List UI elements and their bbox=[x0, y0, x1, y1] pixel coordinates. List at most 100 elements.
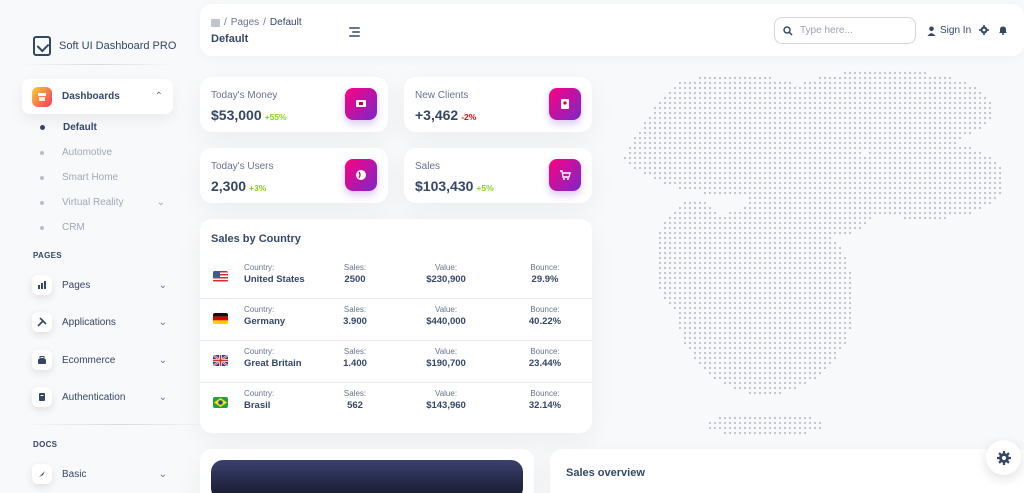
sidebar-subitem-default[interactable]: Default bbox=[40, 122, 165, 133]
stat-label: New Clients bbox=[415, 90, 469, 101]
breadcrumb-pages[interactable]: Pages bbox=[230, 17, 260, 28]
stat-label: Today's Users bbox=[211, 161, 274, 172]
sidebar-subitem-virtual-reality[interactable]: Virtual Reality ⌄ bbox=[40, 197, 165, 208]
stat-delta: +5% bbox=[476, 183, 494, 193]
sales-cell: Sales: 2500 bbox=[343, 263, 367, 285]
sidebar-item-applications[interactable]: Applications ⌄ bbox=[32, 312, 167, 332]
home-icon[interactable] bbox=[211, 18, 220, 27]
sidebar-item-label: Ecommerce bbox=[62, 354, 116, 366]
breadcrumb-current: Default bbox=[269, 17, 302, 28]
country-cell: Country: Germany bbox=[244, 305, 286, 327]
stat-label: Today's Money bbox=[211, 90, 278, 101]
globe-icon bbox=[345, 159, 377, 191]
dark-chart-panel bbox=[211, 460, 523, 493]
section-heading-pages: PAGES bbox=[33, 251, 62, 260]
bar-chart-icon bbox=[32, 275, 52, 295]
sidebar-subitem-automotive[interactable]: Automotive bbox=[40, 147, 165, 158]
gear-icon bbox=[996, 450, 1011, 465]
menu-toggle-icon[interactable] bbox=[349, 27, 360, 39]
logo-icon bbox=[33, 36, 51, 56]
divider bbox=[22, 424, 217, 425]
table-row: Country: Great Britain Sales: 1.400 Value:… bbox=[200, 341, 592, 383]
sidebar-item-dashboards[interactable]: Dashboards ⌃ bbox=[22, 79, 173, 114]
stat-card-sales: Sales $103,430 +5% bbox=[404, 148, 592, 203]
stat-value: 2,300 +3% bbox=[211, 178, 267, 194]
breadcrumb-separator: / bbox=[263, 17, 266, 28]
stat-delta: +3% bbox=[249, 183, 267, 193]
brand-name: Soft UI Dashboard PRO bbox=[59, 40, 177, 52]
bullet-icon bbox=[40, 200, 44, 205]
sales-cell: Sales: 1.400 bbox=[343, 347, 367, 369]
gb-flag-icon bbox=[213, 355, 228, 366]
sidebar-item-ecommerce[interactable]: Ecommerce ⌄ bbox=[32, 350, 167, 370]
basket-icon bbox=[32, 350, 52, 370]
country-cell: Country: Brasil bbox=[244, 389, 275, 411]
table-row: Country: United States Sales: 2500 Value: $… bbox=[200, 257, 592, 299]
sign-in-link[interactable]: Sign In bbox=[927, 25, 971, 36]
chevron-down-icon: ⌄ bbox=[158, 316, 167, 328]
country-cell: Country: Great Britain bbox=[244, 347, 302, 369]
gear-icon[interactable] bbox=[979, 25, 989, 35]
sales-cell: Sales: 3.900 bbox=[343, 305, 367, 327]
bullet-icon bbox=[40, 125, 45, 130]
stat-value: $103,430 +5% bbox=[415, 178, 494, 194]
br-flag-icon bbox=[213, 397, 228, 408]
sidebar-item-label: Basic bbox=[62, 468, 87, 480]
sidebar-subitem-label: Default bbox=[63, 122, 97, 133]
sign-in-label: Sign In bbox=[940, 25, 972, 36]
value-cell: Value: $230,900 bbox=[426, 263, 466, 285]
country-cell: Country: United States bbox=[244, 263, 305, 285]
chevron-down-icon: ⌄ bbox=[156, 197, 165, 208]
cart-icon bbox=[549, 159, 581, 191]
bounce-cell: Bounce: 29.9% bbox=[530, 263, 560, 285]
divider bbox=[22, 64, 173, 65]
brand[interactable]: Soft UI Dashboard PRO bbox=[0, 0, 195, 64]
chevron-down-icon: ⌄ bbox=[158, 391, 167, 403]
search-box[interactable] bbox=[774, 17, 916, 44]
sidebar-subitem-crm[interactable]: CRM bbox=[40, 222, 165, 233]
sidebar: Soft UI Dashboard PRO Dashboards ⌃ Defau… bbox=[0, 0, 217, 493]
value-cell: Value: $190,700 bbox=[426, 347, 466, 369]
stat-value: $53,000 +55% bbox=[211, 107, 287, 123]
sidebar-subitem-label: Automotive bbox=[62, 147, 113, 158]
search-input[interactable] bbox=[800, 25, 910, 36]
chevron-down-icon: ⌄ bbox=[158, 468, 167, 480]
bounce-cell: Bounce: 23.44% bbox=[528, 347, 562, 369]
rocket-icon bbox=[32, 464, 52, 484]
breadcrumb-separator: / bbox=[224, 17, 227, 28]
clients-icon bbox=[549, 88, 581, 120]
bounce-cell: Bounce: 40.22% bbox=[528, 305, 562, 327]
value-cell: Value: $440,000 bbox=[426, 305, 466, 327]
shop-icon bbox=[32, 86, 52, 107]
sidebar-item-label: Dashboards bbox=[62, 91, 120, 102]
sales-overview-card: Sales overview bbox=[550, 449, 1024, 493]
sidebar-item-pages[interactable]: Pages ⌄ bbox=[32, 275, 167, 295]
sidebar-item-authentication[interactable]: Authentication ⌄ bbox=[32, 387, 167, 407]
stat-delta: -2% bbox=[461, 112, 477, 122]
search-icon bbox=[783, 25, 793, 36]
sidebar-subitem-smart-home[interactable]: Smart Home bbox=[40, 172, 165, 183]
sidebar-item-label: Applications bbox=[62, 316, 116, 328]
stat-card-users: Today's Users 2,300 +3% bbox=[200, 148, 388, 203]
sales-by-country-card: Sales by Country Country: United States S… bbox=[200, 219, 592, 433]
bullet-icon bbox=[40, 225, 44, 230]
sidebar-subitem-label: Virtual Reality bbox=[62, 197, 124, 208]
bounce-cell: Bounce: 32.14% bbox=[528, 389, 562, 411]
tools-icon bbox=[32, 312, 52, 332]
sidebar-item-basic[interactable]: Basic ⌄ bbox=[32, 464, 167, 484]
stat-value: +3,462 -2% bbox=[415, 107, 477, 123]
section-heading-docs: DOCS bbox=[33, 440, 58, 449]
stat-delta: +55% bbox=[264, 112, 287, 122]
table-row: Country: Brasil Sales: 562 Value: $143,960 … bbox=[200, 383, 592, 425]
sidebar-item-label: Authentication bbox=[62, 391, 126, 403]
bell-icon[interactable] bbox=[998, 25, 1008, 35]
value-cell: Value: $143,960 bbox=[426, 389, 466, 411]
settings-fab[interactable] bbox=[986, 440, 1021, 475]
bullet-icon bbox=[40, 150, 44, 155]
de-flag-icon bbox=[213, 313, 228, 324]
table-row: Country: Germany Sales: 3.900 Value: $440,0… bbox=[200, 299, 592, 341]
page-title: Default bbox=[211, 33, 249, 45]
bullet-icon bbox=[40, 175, 44, 180]
stat-card-clients: New Clients +3,462 -2% bbox=[404, 77, 592, 132]
user-icon bbox=[927, 26, 936, 36]
